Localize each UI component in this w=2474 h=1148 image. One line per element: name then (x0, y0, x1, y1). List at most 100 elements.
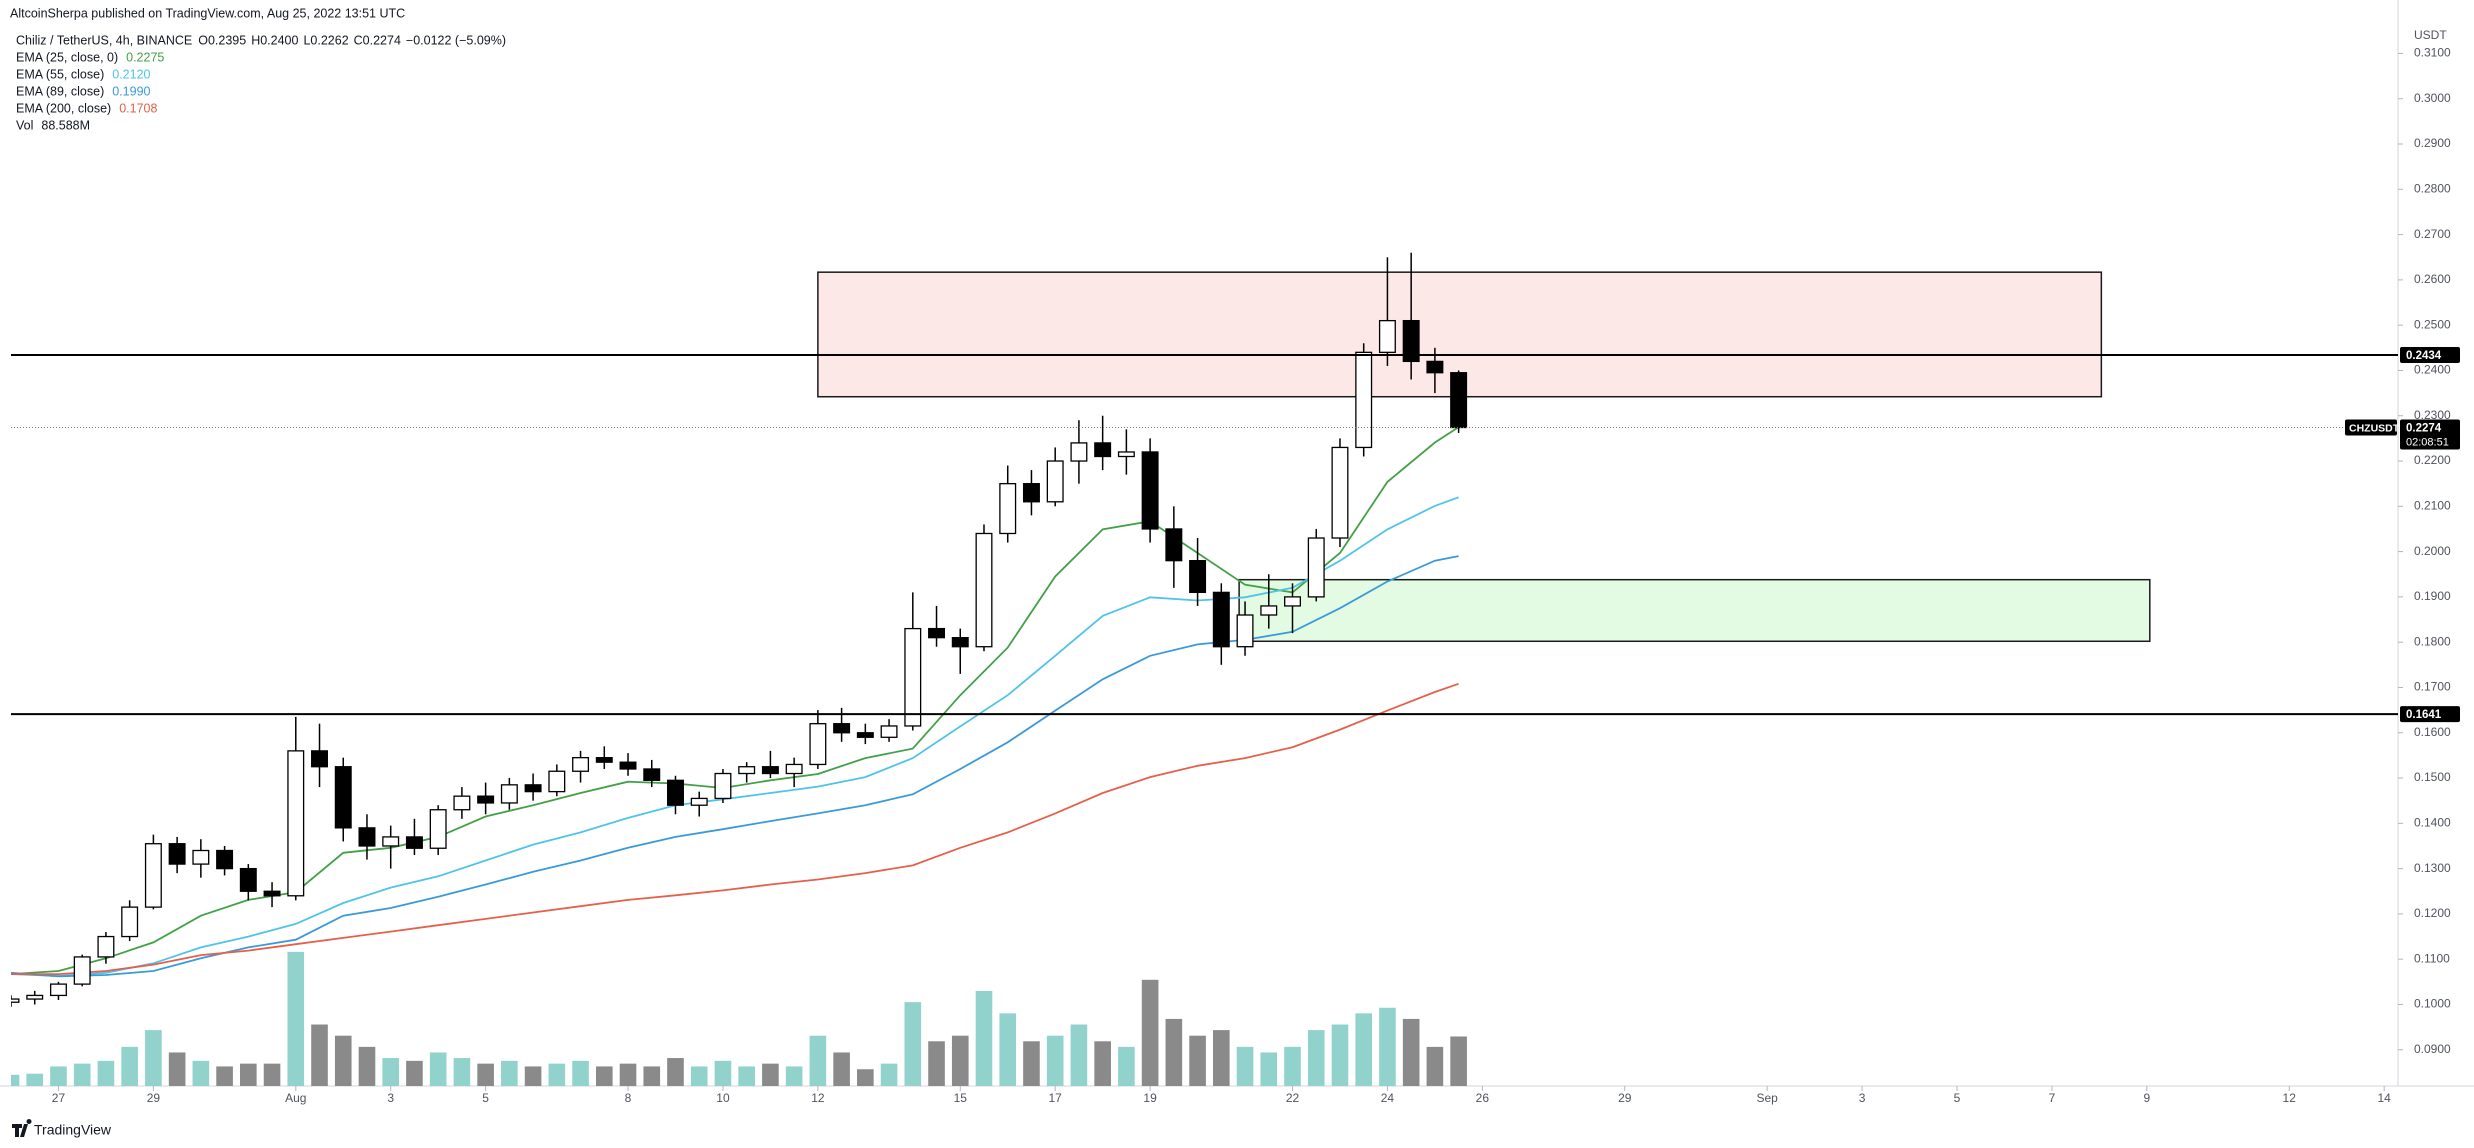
y-tick-label: 0.1200 (2414, 906, 2451, 920)
candle-body (1307, 537, 1325, 598)
candle-body (97, 935, 115, 958)
legend-name: Vol (16, 118, 33, 132)
candle-body (405, 836, 423, 849)
volume-bar (311, 1024, 328, 1086)
volume-bar (524, 1066, 542, 1086)
x-tick-label: 24 (1381, 1091, 1395, 1105)
candle-body (548, 770, 566, 793)
ohlc-label: O0.2395 (198, 33, 246, 47)
candle-body (975, 532, 993, 648)
candle-body (1189, 560, 1207, 594)
ohlc-label: C0.2274 (354, 33, 401, 47)
candle-body (144, 843, 162, 908)
candle-body (999, 483, 1017, 535)
candle-body (429, 809, 447, 849)
candle-body (1046, 460, 1064, 503)
candle-body (49, 983, 67, 997)
volume-bar (1355, 1013, 1373, 1086)
symbol-label: CHZUSDT (2349, 422, 2400, 434)
candle-body (904, 627, 922, 727)
y-tick-label: 0.2800 (2414, 181, 2451, 195)
candle-body (928, 627, 946, 639)
y-tick-label: 0.1700 (2414, 680, 2451, 694)
y-unit: USDT (2414, 28, 2447, 42)
legend-name: EMA (200, close) (16, 101, 111, 115)
y-tick-label: 0.2500 (2414, 317, 2451, 331)
symbol-tag (2345, 419, 2397, 436)
x-tick-label: 7 (2049, 1091, 2056, 1105)
x-tick-label: 5 (1954, 1091, 1961, 1105)
y-tick-label: 0.3100 (2414, 46, 2451, 60)
candle-body (453, 795, 471, 811)
unit-bg (2400, 26, 2474, 44)
legend-value: 0.1990 (112, 84, 150, 98)
candle-body (168, 843, 186, 865)
candle-body (1141, 451, 1159, 530)
volume-bar (121, 1046, 138, 1086)
legend-value: 0.1708 (119, 101, 157, 115)
volume-bar (643, 1066, 661, 1086)
volume-bar (1284, 1046, 1301, 1086)
volume-bar (1118, 1046, 1135, 1086)
header: AltcoinSherpa published on TradingView.c… (10, 6, 405, 20)
x-tick-label: 12 (2283, 1091, 2297, 1105)
volume-bar (548, 1063, 566, 1086)
volume-bar (1260, 1052, 1278, 1086)
y-tick-label: 0.1900 (2414, 589, 2451, 603)
x-tick-label: 29 (147, 1091, 161, 1105)
volume-bar (1023, 1041, 1040, 1086)
price-tag (2400, 419, 2460, 450)
y-tick-label: 0.1600 (2414, 725, 2451, 739)
candle-body (785, 763, 803, 775)
volume-bar (263, 1063, 281, 1086)
volume-bar (334, 1035, 352, 1086)
y-tick-label: 0.2200 (2414, 453, 2451, 467)
candle-body (121, 906, 139, 938)
volume-bar (26, 1073, 44, 1086)
legend-value: 0.2120 (112, 67, 150, 81)
volume-bar (762, 1063, 779, 1086)
y-tick-label: 0.3000 (2414, 91, 2451, 105)
volume-bar (73, 1063, 91, 1086)
candle-body (1450, 372, 1468, 429)
candle-body (643, 768, 661, 781)
candle-body (239, 867, 257, 892)
y-tick-label: 0.1000 (2414, 997, 2451, 1011)
x-tick-label: Aug (285, 1091, 306, 1105)
volume-bar (714, 1060, 732, 1086)
x-tick-label: 19 (1143, 1091, 1157, 1105)
logo-mark (12, 1118, 32, 1137)
x-tick-label: 26 (1476, 1091, 1490, 1105)
candle-body (1355, 351, 1373, 449)
x-tick-label: 3 (1859, 1091, 1866, 1105)
candle-body (761, 766, 779, 775)
x-tick-label: 8 (625, 1091, 632, 1105)
candle-body (1070, 442, 1088, 462)
candle-body (1165, 528, 1183, 562)
volume-bar (1046, 1035, 1064, 1086)
candle-body (667, 779, 684, 806)
candle-body (595, 757, 613, 763)
volume-bar (50, 1066, 67, 1086)
volume-bar (1213, 1030, 1230, 1086)
candle-body (1378, 319, 1396, 353)
candle-body (951, 637, 969, 648)
candle-body (287, 750, 305, 897)
y-tick-label: 0.0900 (2414, 1042, 2451, 1056)
volume-bar (904, 1002, 922, 1086)
ema-line (11, 426, 1460, 975)
volume-bar (240, 1063, 257, 1086)
volume-bar (1165, 1018, 1183, 1086)
ohlc-label: H0.2400 (251, 33, 298, 47)
candle-body (500, 784, 518, 804)
y-tick-label: 0.2400 (2414, 363, 2451, 377)
y-tick-label: 0.2300 (2414, 408, 2451, 422)
candle-body (833, 723, 851, 734)
y-tick-label: 0.2000 (2414, 544, 2451, 558)
volume-bar (1070, 1024, 1088, 1086)
y-tick-label: 0.1400 (2414, 816, 2451, 830)
candle-body (334, 766, 352, 829)
